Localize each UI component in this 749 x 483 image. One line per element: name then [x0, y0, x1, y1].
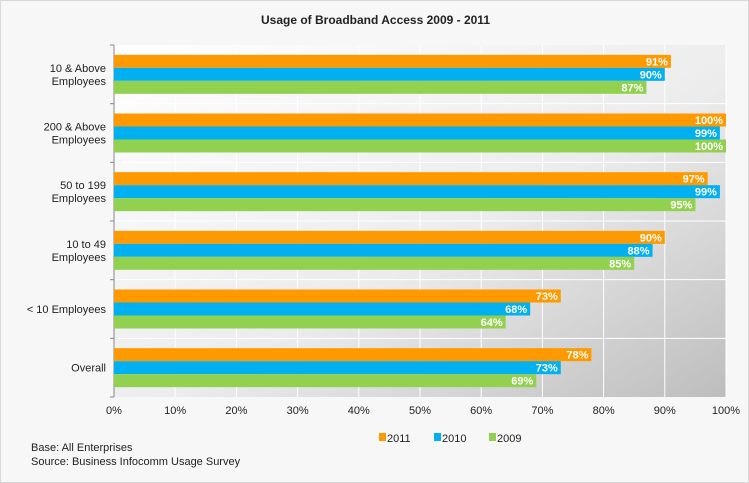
data-label: 69% — [511, 376, 533, 388]
bar-2010 — [114, 185, 720, 199]
bar-2011 — [114, 54, 671, 68]
data-label: 88% — [628, 245, 650, 257]
legend-label: 2010 — [442, 433, 466, 445]
legend-swatch-2010 — [434, 433, 441, 441]
bar-2009 — [114, 139, 726, 153]
data-label: 99% — [695, 128, 717, 140]
bar-2010 — [114, 361, 561, 375]
x-tick-label: 60% — [470, 405, 492, 417]
chart-title: Usage of Broadband Access 2009 - 2011 — [261, 13, 490, 27]
data-label: 100% — [695, 141, 723, 153]
data-label: 73% — [536, 363, 558, 375]
bar-2009 — [114, 80, 647, 94]
bar-2009 — [114, 315, 506, 329]
x-tick-label: 100% — [712, 405, 740, 417]
data-label: 85% — [609, 258, 631, 270]
data-label: 90% — [640, 69, 662, 81]
category-label: 10 to 49 — [66, 239, 106, 251]
legend-label: 2009 — [497, 433, 521, 445]
data-label: 73% — [536, 291, 558, 303]
bar-2010 — [114, 126, 720, 140]
data-label: 99% — [695, 187, 717, 199]
bar-2011 — [114, 172, 708, 186]
bar-2010 — [114, 302, 531, 316]
x-tick-label: 80% — [593, 405, 615, 417]
data-label: 87% — [621, 82, 643, 94]
x-tick-label: 0% — [106, 405, 122, 417]
data-label: 95% — [670, 200, 692, 212]
bar-2011 — [114, 289, 561, 303]
legend-label: 2011 — [387, 433, 411, 445]
bar-2009 — [114, 374, 537, 388]
bar-2011 — [114, 348, 592, 362]
footnote-base: Base: All Enterprises — [31, 442, 133, 454]
data-label: 68% — [505, 304, 527, 316]
category-label: Employees — [52, 135, 107, 147]
category-label: Employees — [52, 252, 107, 264]
bar-2009 — [114, 198, 696, 212]
x-tick-label: 10% — [164, 405, 186, 417]
category-label: 200 & Above — [44, 122, 106, 134]
x-tick-label: 70% — [531, 405, 553, 417]
legend-swatch-2011 — [379, 433, 386, 441]
x-tick-label: 90% — [654, 405, 676, 417]
data-label: 97% — [683, 174, 705, 186]
footnote-source: Source: Business Infocomm Usage Survey — [31, 456, 241, 468]
data-label: 100% — [695, 115, 723, 127]
bar-2011 — [114, 113, 726, 127]
category-label: Overall — [71, 363, 106, 375]
x-tick-label: 20% — [225, 405, 247, 417]
x-tick-label: 40% — [348, 405, 370, 417]
data-label: 90% — [640, 232, 662, 244]
x-tick-label: 50% — [409, 405, 431, 417]
bar-2009 — [114, 256, 635, 270]
data-label: 64% — [481, 317, 503, 329]
data-label: 91% — [646, 56, 668, 68]
data-label: 78% — [566, 350, 588, 362]
bar-2010 — [114, 67, 665, 81]
category-label: Employees — [52, 193, 107, 205]
category-label: < 10 Employees — [27, 304, 107, 316]
bar-2010 — [114, 243, 653, 257]
x-tick-label: 30% — [287, 405, 309, 417]
bar-2011 — [114, 230, 665, 244]
category-label: Employees — [52, 76, 107, 88]
category-label: 50 to 199 — [60, 180, 106, 192]
legend-swatch-2009 — [489, 433, 496, 441]
category-label: 10 & Above — [50, 63, 106, 75]
